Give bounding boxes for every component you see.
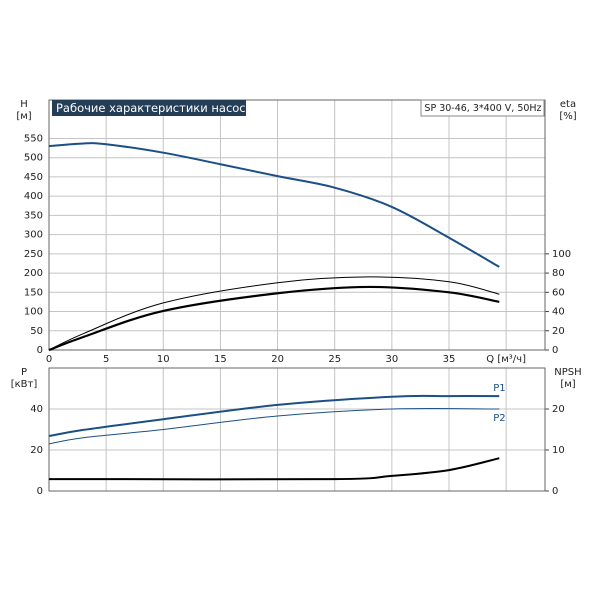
x-tick-label: Q [м³/ч] [486, 354, 526, 365]
y-tick-label: 50 [30, 326, 43, 337]
y2-tick-label: 20 [552, 404, 565, 415]
chart-title: Рабочие характеристики насоса [56, 101, 253, 115]
curve [48, 407, 500, 445]
y-tick-label: 100 [24, 307, 43, 318]
y-axis-label: H [20, 99, 28, 110]
y2-axis-unit: [м] [560, 379, 575, 390]
y-axis-unit: [кВт] [11, 379, 38, 390]
y-tick-label: 350 [24, 210, 43, 221]
y-tick-label: 400 [24, 191, 43, 202]
plot-frame [48, 367, 546, 492]
curve [48, 457, 500, 481]
y2-tick-label: 10 [552, 445, 565, 456]
chart-subtitle: SP 30-46, 3*400 V, 50Hz [424, 103, 541, 114]
plot-frame [48, 99, 546, 351]
curve [48, 394, 500, 438]
y-tick-label: 200 [24, 268, 43, 279]
y2-axis-label: eta [560, 99, 576, 110]
curve [48, 285, 500, 352]
x-tick-label: 25 [328, 354, 341, 365]
series-label: P1 [493, 383, 505, 394]
subtitle-box [420, 99, 545, 117]
x-tick-label: 35 [443, 354, 456, 365]
y2-tick-label: 100 [552, 249, 571, 260]
title-box [52, 100, 246, 116]
x-tick-label: 10 [157, 354, 170, 365]
y2-tick-label: 20 [552, 326, 565, 337]
y2-axis-unit: [%] [559, 111, 576, 122]
x-tick-label: 30 [385, 354, 398, 365]
y2-axis-label: NPSH [554, 367, 581, 378]
y2-tick-label: 60 [552, 287, 565, 298]
curve [48, 142, 500, 268]
y-tick-label: 500 [24, 153, 43, 164]
curve [48, 276, 500, 351]
y-tick-label: 550 [24, 133, 43, 144]
series-label: P2 [493, 413, 505, 424]
y-tick-label: 300 [24, 230, 43, 241]
y-axis-label: P [21, 367, 27, 378]
y2-tick-label: 80 [552, 268, 565, 279]
y-tick-label: 40 [30, 404, 43, 415]
y2-tick-label: 40 [552, 307, 565, 318]
y2-tick-label: 0 [552, 345, 558, 356]
y-tick-label: 20 [30, 445, 43, 456]
y-axis-unit: [м] [16, 111, 31, 122]
y-tick-label: 450 [24, 172, 43, 183]
y2-tick-label: 0 [552, 486, 558, 497]
y-tick-label: 250 [24, 249, 43, 260]
y-tick-label: 150 [24, 287, 43, 298]
x-tick-label: 15 [214, 354, 227, 365]
x-tick-label: 0 [46, 354, 52, 365]
x-tick-label: 5 [103, 354, 109, 365]
x-tick-label: 20 [271, 354, 284, 365]
y-tick-label: 0 [37, 345, 43, 356]
y-tick-label: 0 [37, 486, 43, 497]
